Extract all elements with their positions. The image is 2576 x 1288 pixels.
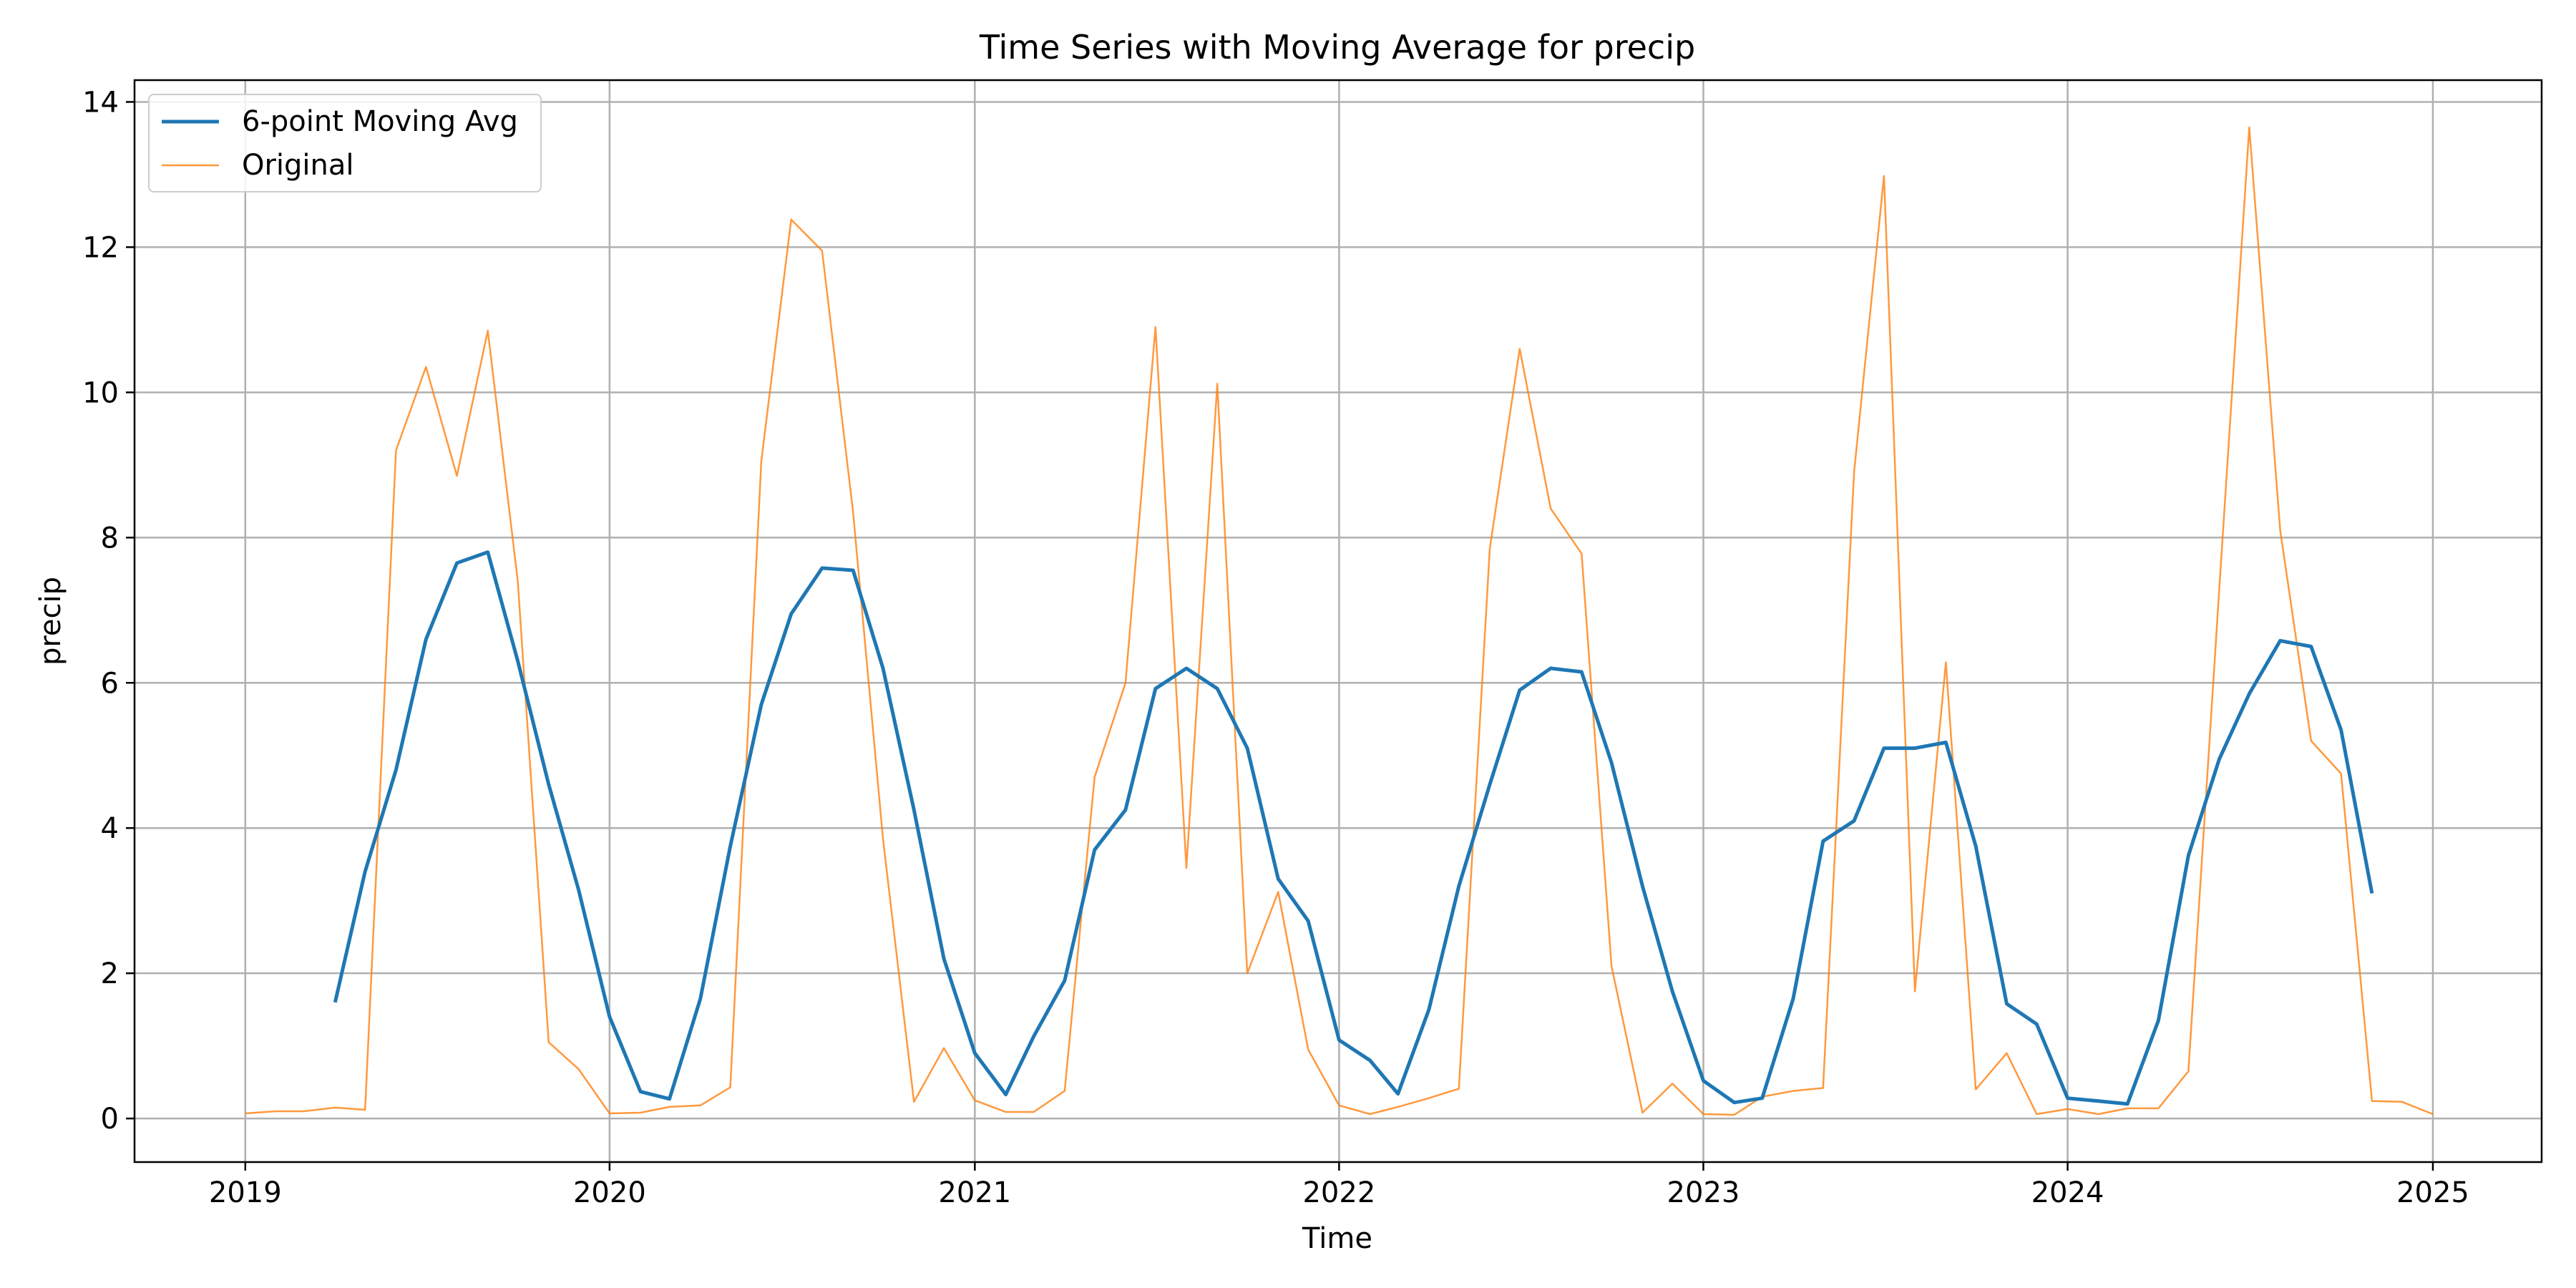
plot-frame xyxy=(133,79,2543,1163)
moving-avg-line xyxy=(333,550,2374,1106)
y-tick-label: 0 xyxy=(101,1103,119,1136)
x-tick-label: 2020 xyxy=(573,1176,646,1209)
x-axis-label: Time xyxy=(1302,1222,1372,1255)
y-axis-label: precip xyxy=(34,577,67,665)
legend-label-original: Original xyxy=(242,149,354,182)
y-tick-label: 14 xyxy=(82,86,119,119)
grid xyxy=(135,80,2542,1162)
x-tick-label: 2022 xyxy=(1302,1176,1375,1209)
y-tick-label: 2 xyxy=(101,957,119,990)
y-tick-label: 8 xyxy=(101,522,119,555)
legend-box xyxy=(148,94,542,192)
legend-label-moving-avg: 6-point Moving Avg xyxy=(242,105,518,138)
x-tick-label: 2021 xyxy=(938,1176,1011,1209)
y-tick-label: 6 xyxy=(101,667,119,700)
axis-ticks: 2019 2020 2021 2022 2023 2024 2025 0 2 4 6 8 10 12 14 xyxy=(82,86,2469,1209)
chart-title: Time Series with Moving Average for prec… xyxy=(979,28,1695,67)
series-lines xyxy=(245,126,2434,1116)
x-tick-label: 2019 xyxy=(209,1176,282,1209)
x-tick-label: 2025 xyxy=(2396,1176,2469,1209)
y-tick-label: 12 xyxy=(82,231,119,264)
x-tick-label: 2023 xyxy=(1667,1176,1740,1209)
y-tick-label: 4 xyxy=(101,812,119,845)
legend: 6-point Moving Avg Original xyxy=(148,94,542,192)
y-tick-label: 10 xyxy=(82,376,119,409)
original-line xyxy=(245,126,2434,1116)
x-tick-label: 2024 xyxy=(2031,1176,2104,1209)
